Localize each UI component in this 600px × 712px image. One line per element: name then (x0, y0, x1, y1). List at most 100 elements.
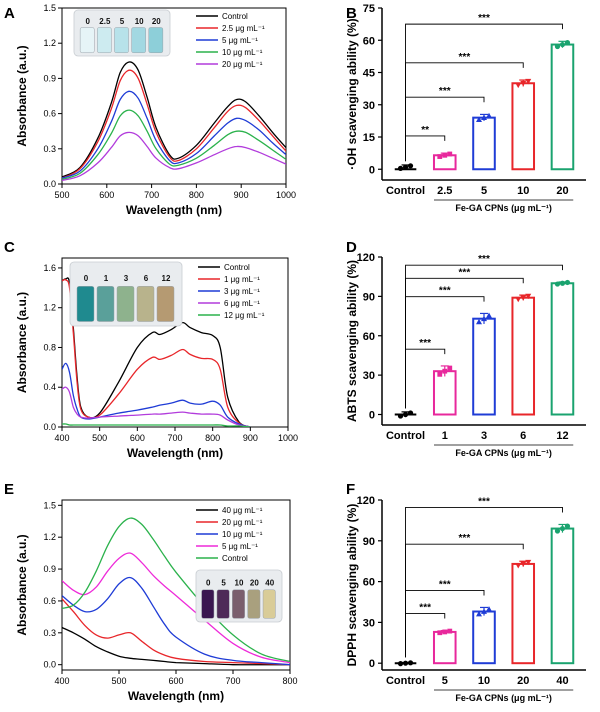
legend-label-0: Control (222, 12, 248, 21)
y-tick-label: 120 (357, 495, 375, 507)
cuvette-label-0: 0 (85, 17, 90, 26)
panel-letter-E: E (4, 481, 14, 498)
legend-label-2: 3 μg mL⁻¹ (224, 287, 260, 296)
x-tick-label: 500 (92, 433, 107, 443)
y-tick-label: 0.0 (43, 660, 56, 670)
cuvette-label-1: 5 (221, 579, 226, 588)
x-tick-label: 900 (234, 190, 249, 200)
point-4-0 (554, 43, 561, 50)
y-tick-label: 0.3 (43, 144, 56, 154)
svg-text:E: E (4, 481, 14, 498)
y-tick-label: 30 (363, 100, 375, 112)
legend-label-2: 5 μg mL⁻¹ (222, 36, 258, 45)
category-label-0: Control (386, 675, 425, 687)
point-4-2 (564, 279, 571, 286)
chart-A: 500 600 700 800 900 1000 0.0 0.3 0.6 0.9 1.2 1.5 Wav… (15, 3, 296, 217)
category-label-2: 3 (481, 430, 487, 442)
panel-letter-B: B (346, 5, 357, 22)
point-1-1 (442, 629, 448, 635)
svg-text:B: B (346, 5, 357, 22)
y-tick-label: 0.3 (43, 628, 56, 638)
point-2-0 (476, 610, 482, 617)
point-3-2 (525, 78, 532, 85)
point-4-2 (564, 523, 571, 529)
x-tick-label: 400 (54, 433, 69, 443)
x-axis-title: Wavelength (nm) (126, 203, 222, 217)
sig-label-3: *** (478, 254, 490, 265)
point-1-2 (447, 628, 453, 634)
point-0-0 (397, 413, 404, 419)
chart-B: 0 15 30 45 60 75 ·OH scavenging ability (%) Con… (345, 3, 586, 213)
y-tick-label: 90 (363, 291, 375, 303)
y-tick-label: 60 (363, 35, 375, 47)
point-1-0 (437, 630, 443, 636)
y-tick-label: 0 (369, 410, 375, 422)
point-4-2 (564, 40, 571, 46)
y-tick-label: 45 (363, 68, 375, 80)
category-label-0: Control (386, 185, 425, 197)
x-tick-label: 700 (167, 433, 182, 443)
sig-label-1: *** (439, 286, 451, 297)
category-label-1: 5 (442, 675, 448, 687)
category-label-1: 1 (442, 430, 448, 442)
chart-E: 400 500 600 700 8000.00.30.60.91.21.5Wavelen… (15, 499, 298, 703)
sig-label-3: *** (478, 496, 490, 507)
cuvette-label-2: 3 (124, 274, 129, 283)
y-axis-title: Absorbance (a.u.) (15, 534, 29, 635)
sig-label-1: *** (439, 579, 451, 590)
x-tick-label: 500 (111, 676, 126, 686)
y-axis-title: ABTS scavenging ability (%) (345, 260, 359, 422)
x-axis-title: Wavelength (nm) (127, 446, 223, 460)
cuvette-4 (156, 286, 175, 322)
bar-2 (472, 116, 496, 171)
cuvette-2 (116, 286, 135, 322)
point-3-1 (520, 295, 527, 301)
legend-label-0: 40 μg mL⁻¹ (222, 506, 263, 515)
x-tick-label: 800 (205, 433, 220, 443)
series-line-1 (62, 69, 286, 179)
category-label-3: 20 (517, 675, 529, 687)
panel-letter-C: C (4, 239, 15, 256)
svg-text:A: A (4, 5, 15, 22)
cuvette-4 (148, 27, 164, 54)
point-4-1 (559, 41, 566, 48)
cuvette-label-2: 10 (235, 579, 244, 588)
legend-label-4: 20 μg mL⁻¹ (222, 60, 263, 69)
x-tick-label: 600 (130, 433, 145, 443)
x-tick-label: 600 (99, 190, 114, 200)
point-0-0 (397, 661, 404, 667)
y-tick-label: 1.2 (43, 38, 56, 48)
sig-label-2: *** (459, 52, 471, 63)
y-axis-title: Absorbance (a.u.) (15, 292, 29, 393)
y-tick-label: 1.2 (43, 532, 56, 542)
y-tick-label: 0.9 (43, 564, 56, 574)
sig-bracket-2 (405, 543, 524, 658)
chart-C: 400 500 600 700 800 900 1000 0.0 0.4 0.8 1.2 1.6 Wav… (15, 257, 298, 460)
series-line-2 (62, 576, 290, 666)
series-line-2 (62, 362, 251, 427)
x-tick-label: 1000 (278, 433, 298, 443)
legend-label-1: 20 μg mL⁻¹ (222, 518, 263, 527)
cuvette-1 (216, 589, 230, 619)
legend-label-4: 12 μg mL⁻¹ (224, 311, 265, 320)
cuvette-label-4: 20 (152, 17, 161, 26)
legend-label-3: 10 μg mL⁻¹ (222, 48, 263, 57)
point-4-0 (554, 528, 561, 534)
y-tick-label: 75 (363, 3, 375, 15)
point-1-2 (447, 151, 453, 157)
y-tick-label: 60 (363, 577, 375, 589)
legend-label-3: 6 μg mL⁻¹ (224, 299, 260, 308)
point-4-1 (559, 525, 566, 532)
x-tick-label: 600 (168, 676, 183, 686)
category-label-3: 6 (520, 430, 526, 442)
series-line-4 (62, 131, 286, 182)
sig-bracket-3 (405, 23, 563, 162)
point-1-0 (437, 154, 443, 159)
cuvette-label-3: 6 (144, 274, 149, 283)
cuvette-2 (114, 27, 129, 54)
point-2-1 (481, 315, 487, 322)
series-line-0 (62, 61, 286, 178)
series-line-4 (62, 423, 251, 427)
y-tick-label: 0.6 (43, 109, 56, 119)
inset-photo: 0 1 3 6 12 (69, 261, 183, 327)
